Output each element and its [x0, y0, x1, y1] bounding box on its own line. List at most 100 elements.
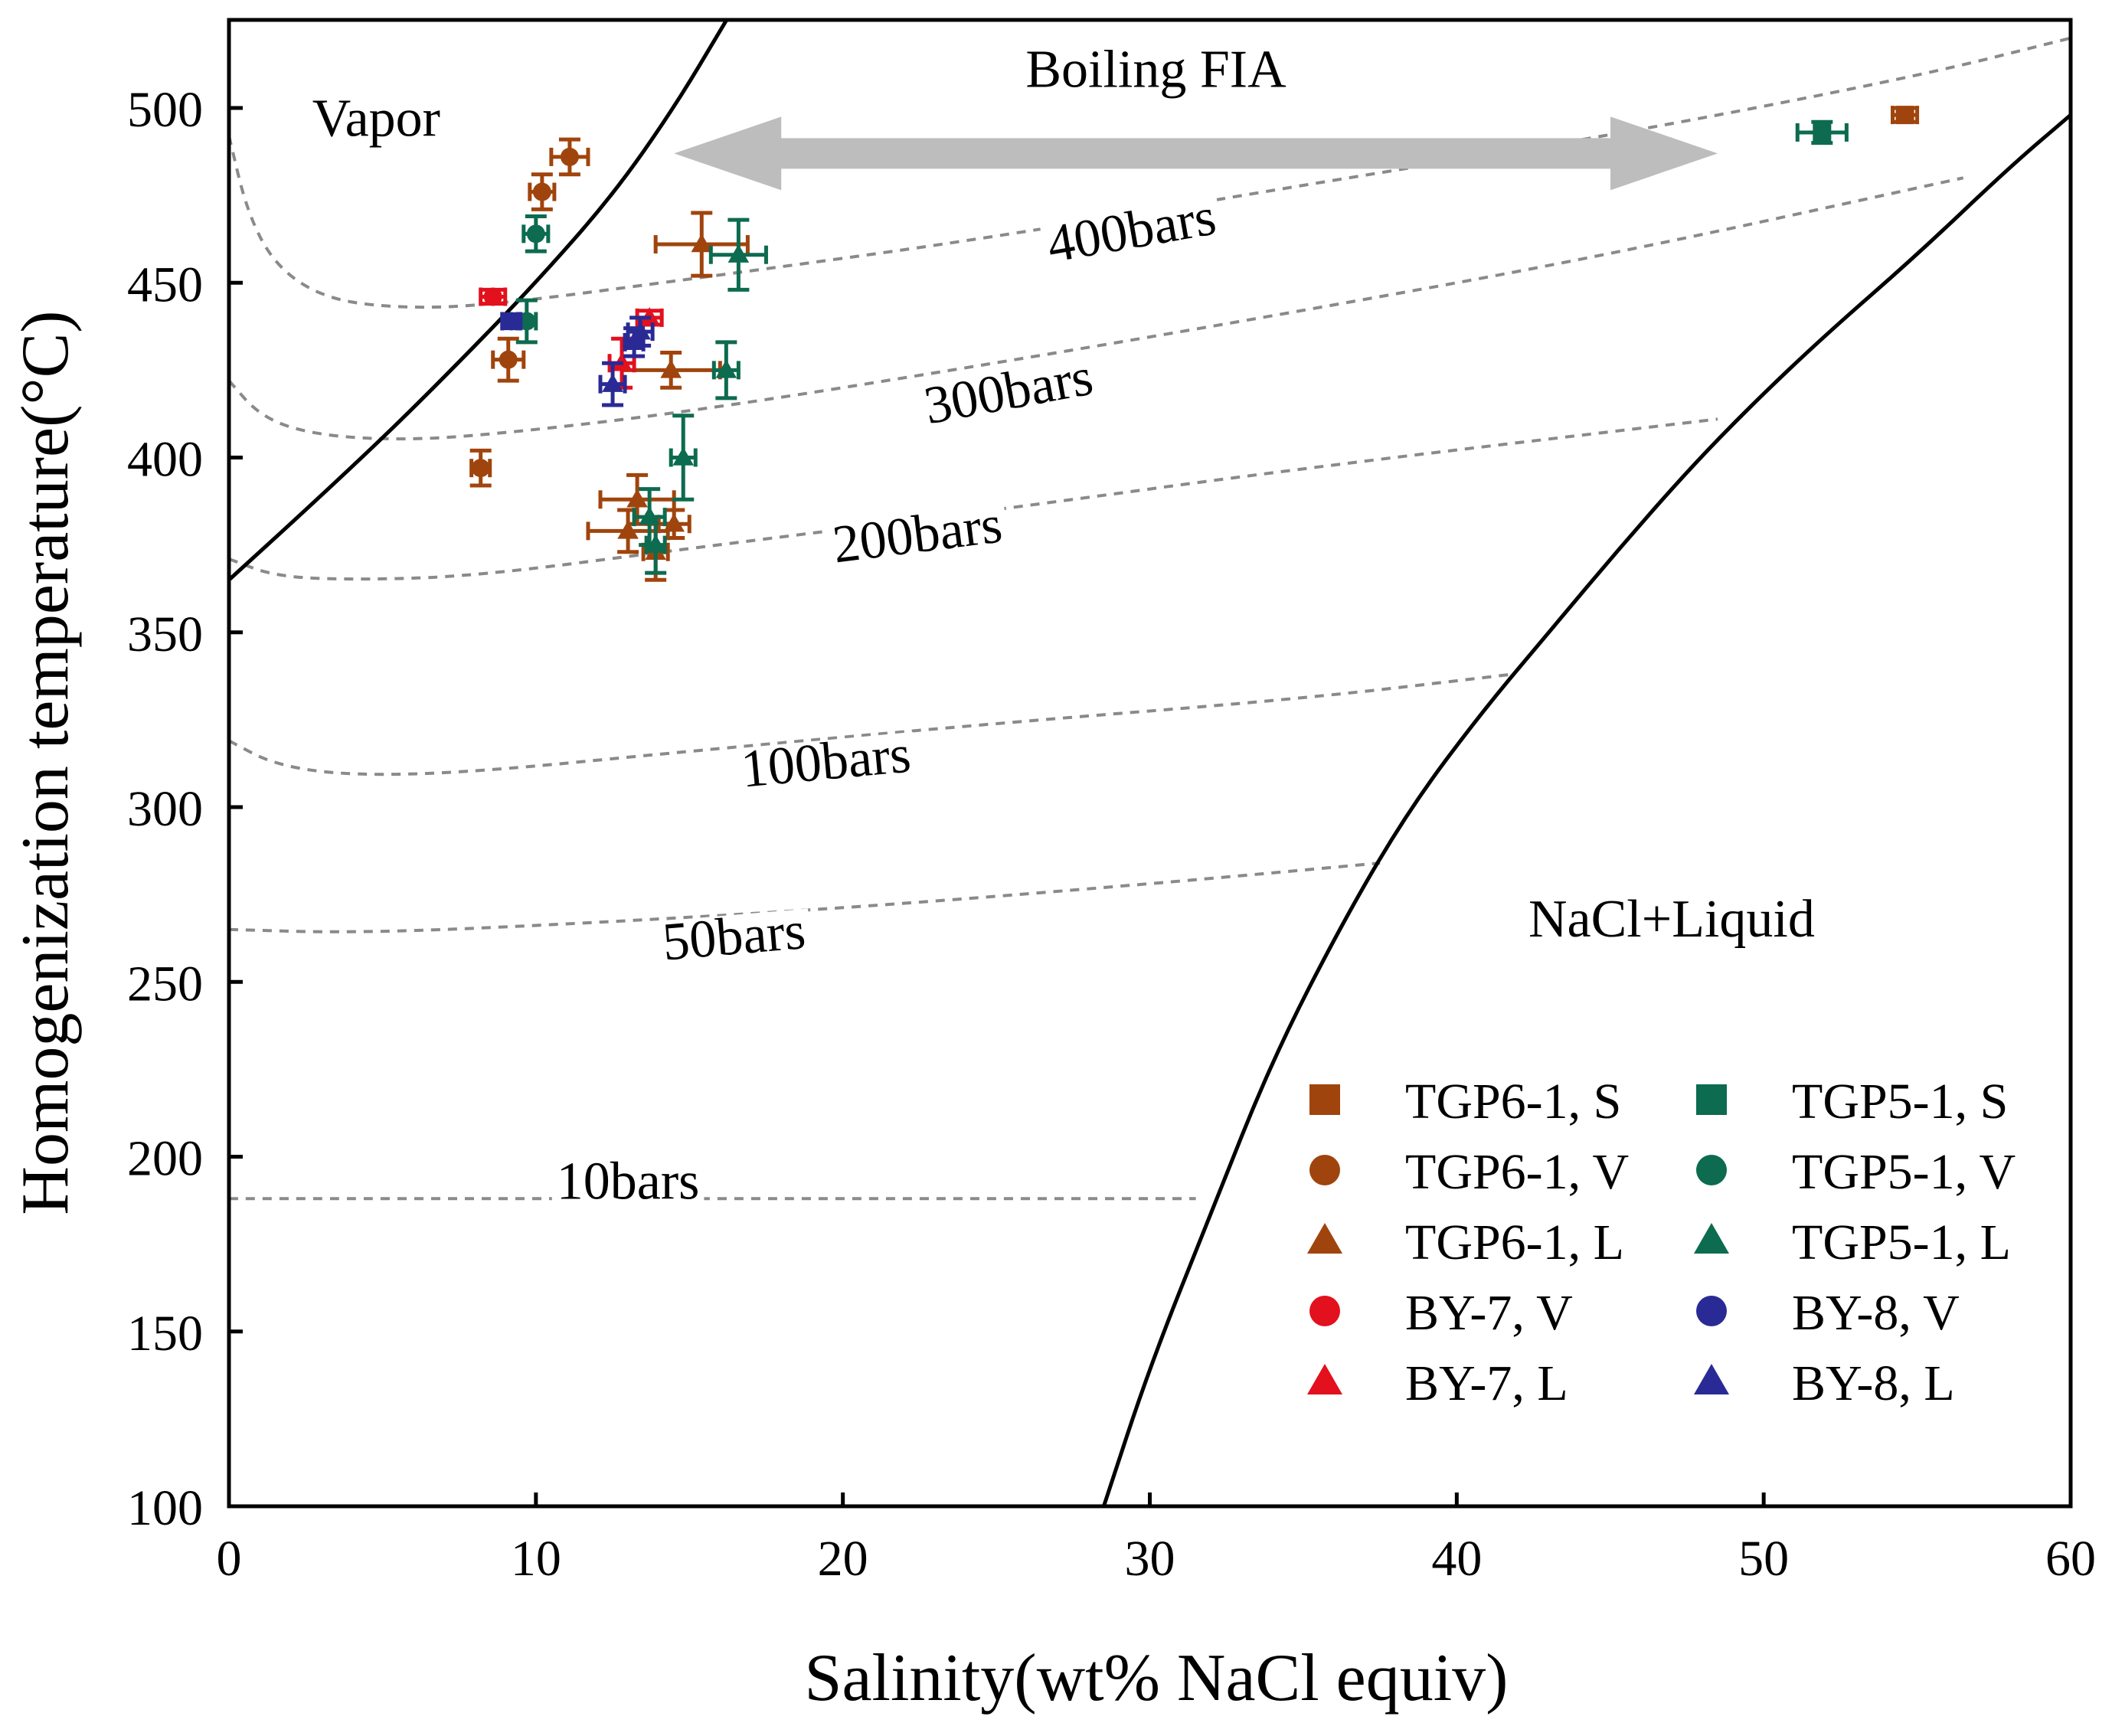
data-point — [528, 172, 557, 211]
annotations: Vapor Boiling FIA NaCl+Liquid — [312, 41, 1815, 949]
legend-circle-marker — [1696, 1296, 1727, 1326]
isobar-label: 10bars — [557, 1152, 700, 1211]
legend-triangle-marker — [1694, 1223, 1729, 1254]
legend-label: BY-8, V — [1792, 1285, 1960, 1341]
triangle-marker — [626, 489, 648, 508]
x-tick-label: 10 — [511, 1531, 561, 1587]
triangle-marker — [602, 373, 623, 392]
isobar-label-bg — [826, 502, 1009, 568]
phase-boundaries — [229, 20, 2071, 1506]
circle-marker — [483, 287, 502, 306]
x-tick-label: 20 — [818, 1531, 868, 1587]
isobars: 400bars 300bars 200bars 100bars 50bars 10bars — [229, 36, 2071, 1211]
data-point — [598, 361, 627, 407]
y-tick-label: 250 — [127, 956, 203, 1012]
triangle-marker — [691, 234, 713, 253]
axes: 0 10 20 30 40 50 60 100 150 200 250 300 350 400 450 500 — [127, 82, 2096, 1587]
circle-marker — [532, 182, 551, 201]
data-point — [1891, 106, 1920, 125]
x-tick-label: 40 — [1431, 1531, 1482, 1587]
legend-label: TGP6-1, L — [1405, 1215, 1624, 1270]
x-tick-label: 60 — [2045, 1531, 2096, 1587]
y-tick-label: 350 — [127, 606, 203, 662]
isobar-300bars — [229, 176, 1964, 441]
legend-label: TGP6-1, S — [1405, 1074, 1621, 1130]
legend-label: BY-8, L — [1792, 1355, 1955, 1411]
data-point — [598, 472, 676, 526]
triangle-marker — [623, 332, 645, 351]
legend-item: TGP6-1, V — [1309, 1144, 1629, 1200]
y-tick-label: 150 — [127, 1306, 203, 1362]
legend-label: TGP6-1, V — [1405, 1144, 1629, 1200]
legend-label: BY-7, L — [1405, 1355, 1568, 1411]
legend-item: BY-8, V — [1696, 1285, 1960, 1341]
triangle-marker — [617, 520, 639, 539]
isobar-label: 200bars — [829, 495, 1005, 574]
circle-marker — [499, 350, 518, 369]
x-tick-label: 0 — [217, 1531, 242, 1587]
data-point — [623, 326, 646, 358]
data-point — [644, 515, 667, 575]
legend-item: TGP5-1, V — [1696, 1144, 2016, 1200]
circle-marker — [526, 224, 545, 244]
data-point — [708, 217, 768, 292]
isobar-label: 50bars — [660, 901, 807, 972]
y-tick-label: 100 — [127, 1480, 203, 1536]
legend-label: TGP5-1, V — [1792, 1144, 2016, 1200]
y-tick-label: 450 — [127, 257, 203, 312]
isobar-label-bg — [917, 354, 1101, 430]
x-tick-label: 30 — [1125, 1531, 1175, 1587]
legend-label: BY-7, V — [1405, 1285, 1573, 1341]
isobar-100bars — [229, 672, 1512, 776]
x-axis-label: Salinity(wt% NaCl equiv) — [805, 1641, 1509, 1715]
legend-square-marker — [1309, 1084, 1340, 1115]
legend-item: BY-7, L — [1307, 1355, 1568, 1411]
vapor-boundary — [229, 20, 728, 582]
legend-circle-marker — [1309, 1155, 1340, 1185]
triangle-marker — [660, 359, 682, 378]
isobar-label: 400bars — [1043, 187, 1221, 274]
data-point — [653, 211, 750, 278]
data-points — [469, 106, 1920, 582]
data-point — [521, 214, 551, 253]
data-point — [549, 137, 590, 177]
data-point — [479, 287, 508, 306]
isobar-label-bg — [1039, 194, 1224, 268]
legend-triangle-marker — [1307, 1223, 1342, 1254]
y-axis-label: Homogenization temperature(°C) — [8, 310, 83, 1215]
x-tick-label: 50 — [1738, 1531, 1789, 1587]
isobar-label-bg — [551, 1159, 705, 1204]
isobar-50bars — [229, 861, 1381, 933]
data-point — [491, 336, 526, 383]
triangle-marker — [715, 359, 737, 378]
y-tick-label: 300 — [127, 781, 203, 837]
legend-circle-marker — [1309, 1296, 1340, 1326]
square-marker — [1813, 123, 1832, 142]
halite-saturation — [1102, 113, 2071, 1506]
legend-item: TGP5-1, S — [1696, 1074, 2008, 1130]
annotation: Boiling FIA — [1025, 41, 1286, 100]
square-marker — [1895, 106, 1914, 125]
circle-marker — [502, 312, 521, 331]
annotation: Vapor — [312, 90, 440, 149]
triangle-marker — [727, 244, 750, 263]
y-tick-label: 500 — [127, 82, 203, 138]
legend-triangle-marker — [1694, 1364, 1729, 1394]
legend-label: TGP5-1, S — [1792, 1074, 2008, 1130]
legend: TGP6-1, S TGP5-1, S TGP6-1, V TGP5-1, V TGP6… — [1307, 1074, 2016, 1411]
boiling-fia-arrow — [674, 116, 1718, 191]
legend-item: TGP5-1, L — [1694, 1215, 2011, 1270]
triangle-marker — [672, 446, 695, 466]
data-point — [500, 312, 523, 331]
circle-marker — [471, 459, 490, 478]
annotation: NaCl+Liquid — [1528, 890, 1815, 949]
legend-item: BY-8, L — [1694, 1355, 1955, 1411]
triangle-marker — [645, 534, 666, 553]
boiling-arrow — [674, 116, 1718, 191]
legend-item: TGP6-1, L — [1307, 1215, 1624, 1270]
isobar-label: 300bars — [920, 348, 1097, 436]
data-point — [469, 448, 492, 488]
isobar-label-bg — [734, 731, 917, 793]
y-tick-label: 200 — [127, 1131, 203, 1187]
